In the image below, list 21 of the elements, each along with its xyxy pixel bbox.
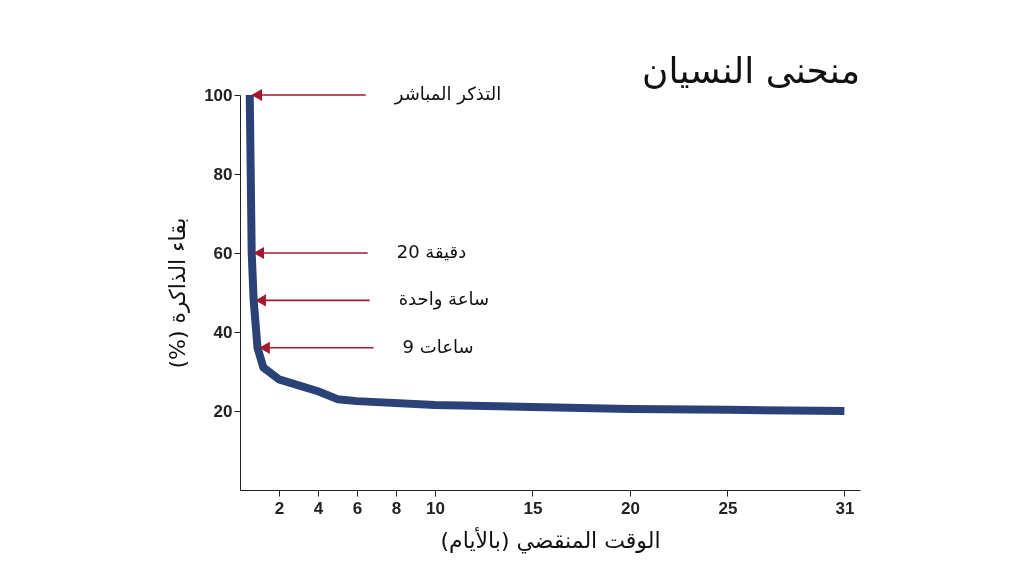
y-axis-title: بقاء الذاكرة (%) [165, 217, 191, 369]
x-tick-label: 25 [718, 498, 738, 518]
x-tick-label: 20 [620, 498, 640, 518]
annotation: ساعة واحدة [398, 288, 490, 311]
x-tick-label: 10 [426, 498, 445, 518]
x-tick-label: 2 [274, 498, 285, 518]
x-tick-label: 8 [391, 498, 402, 518]
annotation: التذكر المباشر [393, 83, 502, 105]
x-tick-label: 15 [523, 498, 543, 518]
y-tick-label: 60 [213, 243, 233, 263]
x-tick-label: 4 [313, 498, 324, 518]
y-tick-label: 40 [213, 322, 233, 342]
y-tick-label: 100 [204, 85, 233, 105]
y-tick-label: 80 [213, 164, 233, 184]
annotation: 20 دقيقة [396, 241, 467, 262]
annotation: 9 ساعات [402, 335, 474, 357]
chart-title: منحنى النسيان [642, 50, 860, 91]
x-tick-label: 31 [835, 498, 855, 518]
x-tick-label: 6 [352, 498, 363, 518]
y-tick-label: 20 [213, 401, 233, 421]
x-axis-title: الوقت المنقضي (بالأيام) [440, 526, 661, 554]
